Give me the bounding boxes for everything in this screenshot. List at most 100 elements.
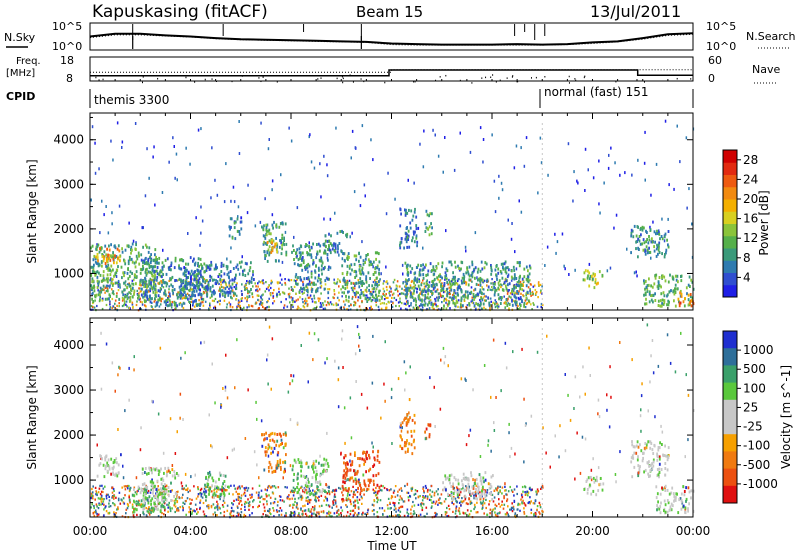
scatter-point bbox=[447, 364, 449, 368]
scatter-point bbox=[174, 510, 176, 514]
scatter-point bbox=[248, 514, 251, 517]
scatter-point bbox=[462, 486, 464, 490]
scatter-point bbox=[162, 279, 164, 282]
scatter-point bbox=[427, 488, 429, 491]
echo-point bbox=[449, 286, 452, 290]
echo-point bbox=[405, 295, 408, 299]
echo-point bbox=[333, 249, 336, 252]
echo-point bbox=[144, 270, 147, 274]
scatter-point bbox=[376, 511, 379, 514]
scatter-point bbox=[529, 496, 531, 499]
scatter-point bbox=[129, 501, 131, 504]
scatter-point bbox=[136, 300, 138, 303]
scatter-point bbox=[281, 260, 284, 264]
echo-point bbox=[375, 257, 377, 261]
echo-point bbox=[450, 288, 453, 292]
echo-point bbox=[96, 245, 99, 248]
echo-point bbox=[331, 243, 333, 247]
echo-point bbox=[660, 304, 663, 308]
echo-point bbox=[307, 262, 310, 266]
scatter-point bbox=[98, 503, 101, 506]
scatter-point bbox=[323, 499, 325, 502]
scatter-point bbox=[423, 491, 425, 494]
scatter-point bbox=[243, 513, 246, 516]
scatter-point bbox=[204, 300, 207, 303]
scatter-point bbox=[327, 512, 330, 515]
scatter-point bbox=[90, 198, 92, 202]
echo-point bbox=[112, 254, 115, 258]
scatter-point bbox=[454, 497, 457, 500]
echo-point bbox=[91, 286, 93, 290]
echo-point bbox=[448, 260, 451, 264]
echo-point bbox=[209, 274, 211, 278]
scatter-point bbox=[215, 490, 218, 493]
echo-point bbox=[411, 295, 414, 299]
scatter-point bbox=[158, 488, 160, 491]
echo-point bbox=[247, 272, 250, 276]
scatter-point bbox=[668, 183, 670, 187]
scatter-point bbox=[124, 409, 126, 413]
echo-point bbox=[278, 245, 281, 249]
scatter-point bbox=[434, 425, 436, 428]
echo-point bbox=[209, 287, 212, 291]
echo-point bbox=[378, 267, 380, 271]
scatter-point bbox=[461, 500, 463, 503]
echo-point bbox=[154, 273, 156, 277]
echo-point bbox=[106, 257, 109, 261]
echo-point bbox=[680, 294, 683, 298]
echo-point bbox=[132, 282, 135, 286]
echo-point bbox=[130, 245, 133, 249]
scatter-point bbox=[216, 193, 219, 197]
scatter-point bbox=[446, 515, 448, 518]
echo-point bbox=[657, 284, 660, 288]
scatter-point bbox=[105, 289, 108, 293]
scatter-point bbox=[118, 305, 120, 308]
scatter-point bbox=[157, 485, 159, 488]
echo-point bbox=[148, 246, 151, 250]
scatter-point bbox=[404, 208, 406, 212]
echo-point bbox=[140, 253, 143, 257]
scatter-point bbox=[209, 296, 212, 299]
echo-point bbox=[657, 304, 660, 307]
scatter-point bbox=[289, 382, 291, 386]
echo-point bbox=[645, 229, 647, 233]
scatter-point bbox=[202, 304, 205, 307]
scatter-point bbox=[317, 488, 319, 491]
echo-point bbox=[170, 261, 173, 265]
scatter-point bbox=[483, 292, 485, 295]
scatter-point bbox=[210, 504, 213, 508]
scatter-point bbox=[273, 300, 276, 303]
scatter-point bbox=[343, 308, 346, 311]
echo-point bbox=[654, 292, 656, 296]
scatter-point bbox=[135, 303, 138, 307]
scatter-point bbox=[514, 515, 516, 518]
echo-point bbox=[296, 254, 298, 258]
scatter-point bbox=[160, 300, 162, 303]
echo-point bbox=[411, 267, 414, 271]
echo-point bbox=[368, 260, 371, 263]
scatter-point bbox=[246, 211, 249, 215]
scatter-point bbox=[315, 514, 318, 517]
echo-point bbox=[317, 242, 320, 246]
scatter-point bbox=[269, 511, 271, 514]
echo-point bbox=[134, 265, 137, 269]
scatter-point bbox=[273, 509, 275, 512]
echo-point bbox=[420, 264, 422, 268]
scatter-point bbox=[447, 305, 449, 308]
scatter-point bbox=[317, 287, 319, 290]
echo-point bbox=[345, 294, 347, 298]
scatter-point bbox=[308, 498, 310, 502]
scatter-point bbox=[470, 286, 473, 289]
echo-point bbox=[180, 294, 183, 298]
echo-point bbox=[106, 247, 108, 251]
echo-point bbox=[438, 295, 440, 299]
echo-point bbox=[502, 267, 505, 271]
scatter-point bbox=[334, 500, 337, 503]
scatter-point bbox=[406, 511, 408, 514]
echo-point bbox=[413, 289, 415, 293]
scatter-point bbox=[607, 166, 610, 170]
scatter-point bbox=[392, 281, 395, 284]
scatter-point bbox=[381, 295, 383, 298]
echo-point bbox=[471, 263, 474, 267]
echo-point bbox=[661, 298, 664, 302]
